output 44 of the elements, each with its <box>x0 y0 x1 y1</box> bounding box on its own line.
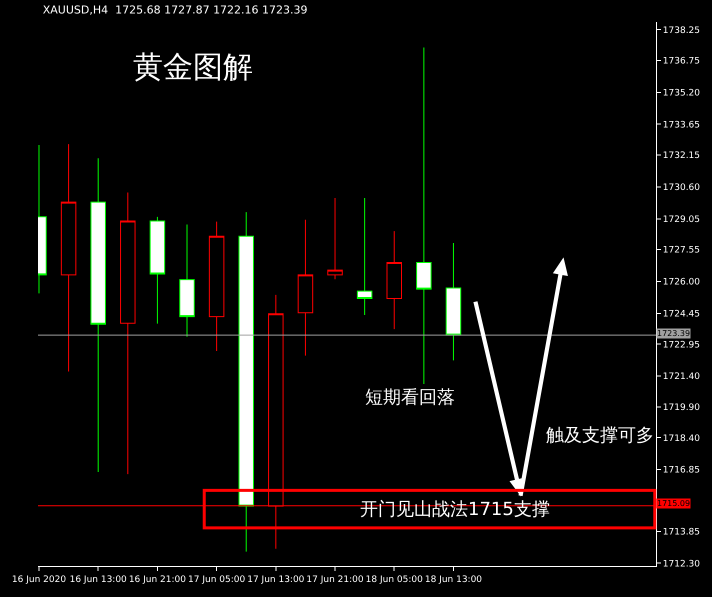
candlestick <box>298 219 314 356</box>
y-tick-label: 1719.90 <box>662 403 700 414</box>
candlestick <box>386 230 402 330</box>
y-tick-label: 1729.05 <box>662 214 700 225</box>
candlestick <box>238 212 254 552</box>
ref-line-label: 1723.39 <box>657 329 690 338</box>
x-tick-label: 16 Jun 2020 <box>12 574 66 585</box>
x-tick-label: 17 Jun 21:00 <box>306 574 364 585</box>
candlestick <box>416 46 432 385</box>
y-tick-label: 1732.15 <box>662 151 700 162</box>
y-tick-label: 1736.75 <box>662 56 700 67</box>
ref-line-label: 1715.09 <box>657 499 690 508</box>
x-tick-label: 16 Jun 13:00 <box>70 574 128 585</box>
y-tick-label: 1724.45 <box>662 309 700 320</box>
y-tick-label: 1721.40 <box>662 372 700 382</box>
y-tick-label: 1735.20 <box>662 88 700 98</box>
annotation: 触及支撑可多 <box>546 425 654 446</box>
y-tick-label: 1722.95 <box>662 340 700 350</box>
x-tick-label: 18 Jun 05:00 <box>366 574 424 585</box>
text: 黄金图解 <box>133 50 253 85</box>
candlestick <box>356 197 372 316</box>
candlestick <box>179 224 195 338</box>
annotation: 短期看回落 <box>365 387 455 408</box>
candlestick <box>90 158 106 473</box>
candlestick <box>208 221 224 352</box>
x-tick-label: 17 Jun 13:00 <box>247 574 305 585</box>
candlestick <box>120 192 136 475</box>
y-tick-label: 1727.55 <box>662 246 700 256</box>
y-tick-label: 1713.85 <box>662 527 700 538</box>
y-tick-label: 1726.00 <box>662 278 700 288</box>
candlestick <box>327 197 343 280</box>
x-tick-label: 18 Jun 13:00 <box>424 574 482 585</box>
candlestick <box>150 216 166 324</box>
chart-title: XAUUSD,H4 1725.68 1727.87 1722.16 1723.39 <box>42 4 308 17</box>
y-tick-label: 1730.60 <box>662 183 700 194</box>
candlestick <box>446 242 462 361</box>
y-tick-label: 1716.85 <box>662 466 700 476</box>
x-tick-label: 16 Jun 21:00 <box>128 574 186 585</box>
x-tick-label: 17 Jun 05:00 <box>188 574 246 585</box>
candlestick <box>60 144 76 372</box>
y-tick-label: 1738.25 <box>662 26 700 36</box>
y-tick-label: 1718.40 <box>662 434 700 444</box>
y-tick-label: 1733.65 <box>662 120 700 130</box>
y-tick-label: 1712.30 <box>662 559 700 570</box>
